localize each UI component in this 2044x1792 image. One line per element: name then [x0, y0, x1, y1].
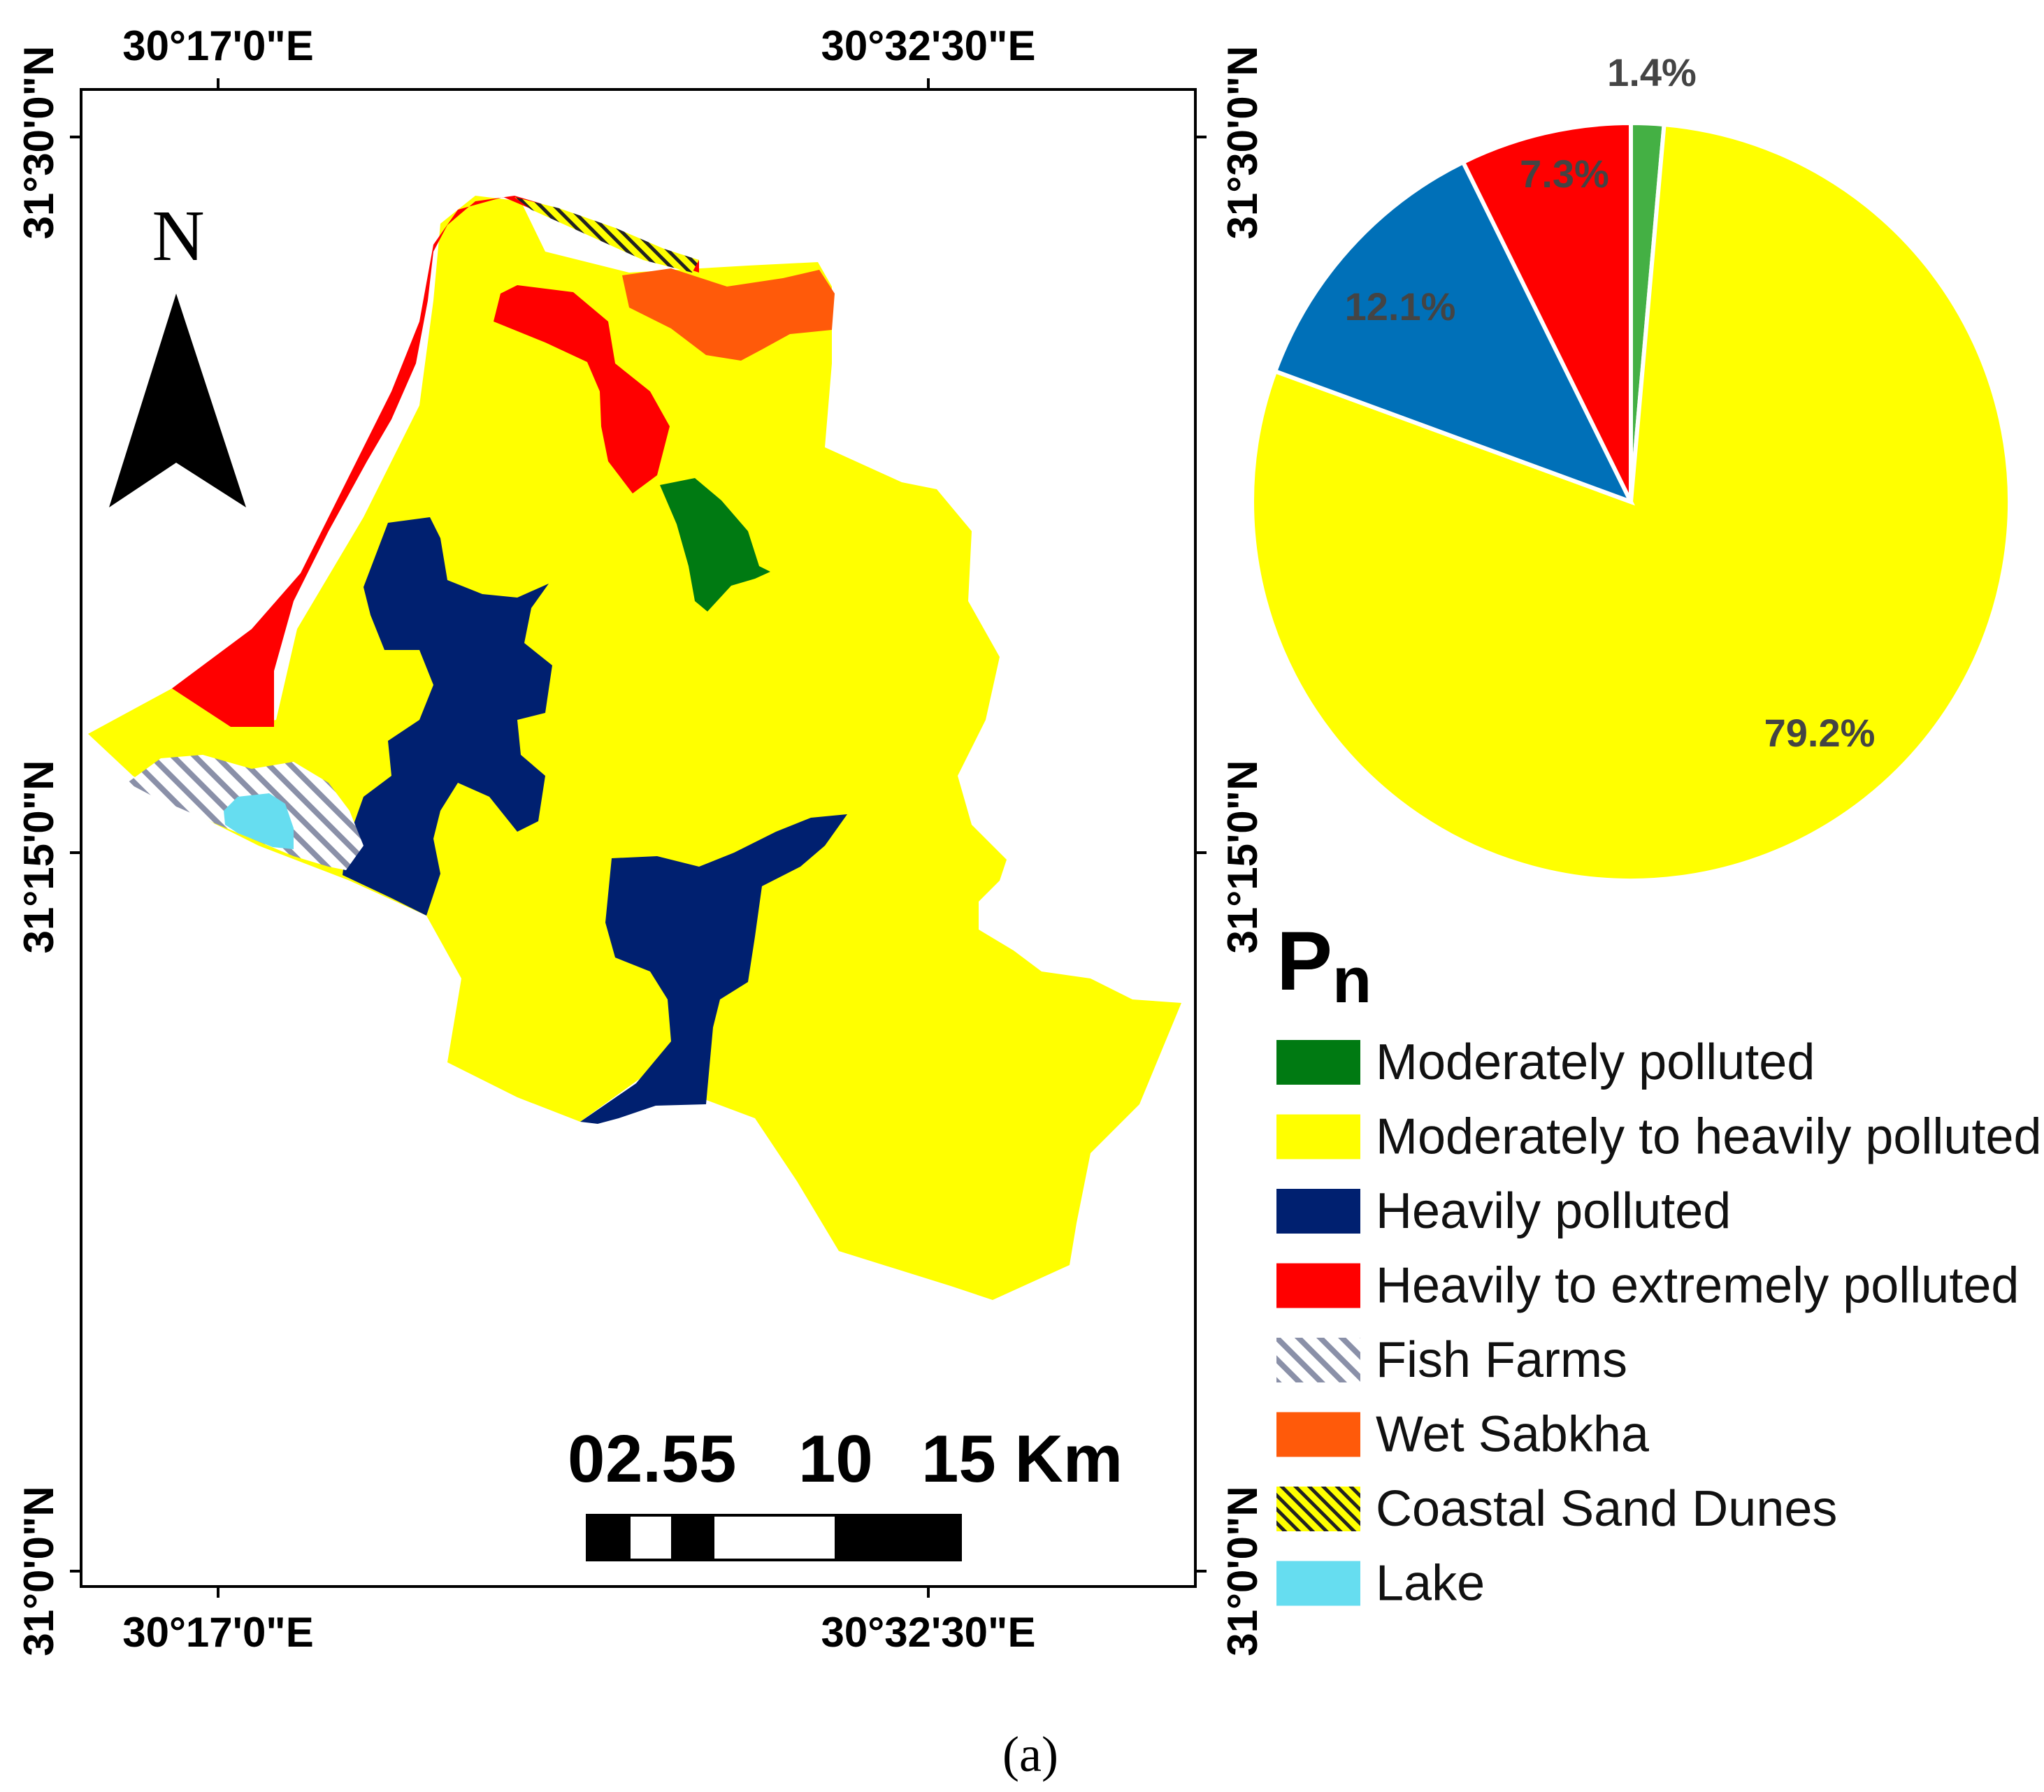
legend-swatch-moderately-to-heavily-polluted [1276, 1114, 1360, 1159]
pie-label-heavily-polluted: 12.1% [1345, 284, 1456, 328]
scale-label-0: 0 [568, 1422, 605, 1496]
map-ticks [70, 78, 1207, 1598]
pie-chart: 1.4% 79.2% 12.1% 7.3% [1250, 50, 2012, 883]
legend-label-coastal-sand-dunes: Coastal Sand Dunes [1376, 1481, 1837, 1537]
legend-swatch-lake [1276, 1561, 1360, 1606]
map-panel: N 0 2.5 5 10 15 Km 30°17'0"E 30°32'30"E … [15, 22, 1266, 1656]
scale-label-5: 5 [699, 1422, 736, 1496]
legend-label-moderately-polluted: Moderately polluted [1376, 1034, 1815, 1090]
scale-bar: 0 2.5 5 10 15 Km [568, 1422, 1123, 1561]
lon-bottom-right: 30°32'30"E [821, 1609, 1036, 1656]
legend-title: Pn [1276, 914, 1372, 1016]
zone-moderately-polluted [660, 478, 770, 612]
north-arrow-icon [109, 294, 246, 507]
legend-label-wet-sabkha: Wet Sabkha [1376, 1407, 1650, 1463]
lon-bottom-left: 30°17'0"E [122, 1609, 314, 1656]
legend-label-lake: Lake [1376, 1556, 1485, 1612]
legend-label-moderately-to-heavily-polluted: Moderately to heavily polluted [1376, 1109, 2042, 1165]
lat-left-bottom: 31°0'0"N [15, 1486, 62, 1656]
north-label: N [152, 196, 204, 276]
scale-segment-2 [671, 1515, 714, 1560]
legend-swatch-wet-sabkha [1276, 1412, 1360, 1457]
scale-label-10: 10 [798, 1422, 873, 1496]
zone-heavily-to-extremely-polluted-patch [494, 285, 670, 493]
legend-swatch-coastal-sand-dunes [1276, 1487, 1360, 1531]
legend-label-fish-farms: Fish Farms [1376, 1332, 1627, 1388]
scale-label-2-5: 2.5 [605, 1422, 698, 1496]
lat-right-mid: 31°15'0"N [1219, 760, 1266, 954]
pie-label-moderately-polluted: 1.4% [1607, 50, 1697, 94]
pie-slice-heavily-polluted [1272, 159, 1636, 506]
legend-swatch-heavily-to-extremely-polluted [1276, 1263, 1360, 1308]
legend-swatch-fish-farms [1276, 1338, 1360, 1382]
legend-title-main: P [1276, 914, 1332, 1008]
scale-segment-3 [835, 1515, 960, 1560]
zone-heavily-polluted-west [343, 517, 552, 916]
legend-label-heavily-to-extremely-polluted: Heavily to extremely polluted [1376, 1258, 2019, 1314]
legend-items: Moderately polluted Moderately to heavily… [1276, 1034, 2042, 1612]
scale-segment-1 [587, 1515, 631, 1560]
pie-label-heavily-to-extremely-polluted: 7.3% [1520, 152, 1609, 196]
lat-right-bottom: 31°0'0"N [1219, 1486, 1266, 1656]
legend-swatch-heavily-polluted [1276, 1189, 1360, 1234]
scale-label-15km: 15 Km [921, 1422, 1123, 1496]
legend-title-sub: n [1332, 945, 1372, 1016]
lat-left-top: 31°30'0"N [15, 46, 62, 240]
north-arrow: N [109, 196, 246, 507]
lon-top-right: 30°32'30"E [821, 22, 1036, 69]
coordinate-labels: 30°17'0"E 30°32'30"E 30°17'0"E 30°32'30"… [15, 22, 1266, 1656]
zone-heavily-polluted-south [580, 814, 847, 1124]
legend: Pn Moderately polluted Moderately to heav… [1276, 914, 2042, 1612]
lat-left-mid: 31°15'0"N [15, 760, 62, 954]
pie-label-moderately-to-heavily-polluted: 79.2% [1764, 711, 1876, 755]
zone-moderately-to-heavily-polluted [88, 196, 1181, 1300]
zone-wet-sabkha [622, 268, 835, 361]
zone-coastal-sand-dunes [514, 197, 699, 273]
lat-right-top: 31°30'0"N [1219, 46, 1266, 240]
legend-swatch-moderately-polluted [1276, 1040, 1360, 1085]
pie-slice-heavily-to-extremely-polluted [1460, 120, 1633, 503]
zone-lake [224, 793, 294, 849]
legend-label-heavily-polluted: Heavily polluted [1376, 1183, 1731, 1239]
figure-caption: (a) [1002, 1726, 1058, 1782]
lon-top-left: 30°17'0"E [122, 22, 314, 69]
